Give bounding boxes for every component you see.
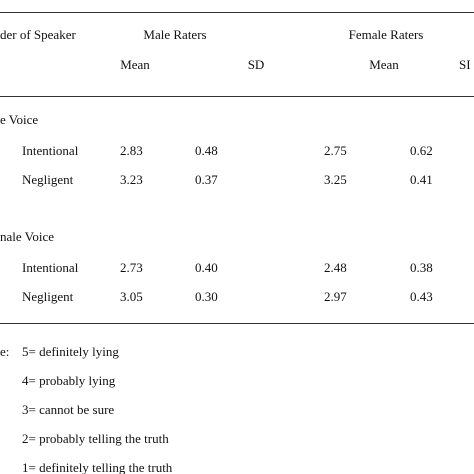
header-cell: der of Speaker — [0, 27, 76, 42]
header-cell: SI — [459, 57, 471, 72]
cell: 0.62 — [410, 143, 433, 158]
top-rule — [0, 12, 474, 13]
note-item: 4= probably lying — [22, 373, 116, 388]
cell: 3.05 — [120, 289, 143, 304]
cell: 0.48 — [195, 143, 218, 158]
cell: 2.75 — [324, 143, 347, 158]
row-label: Negligent — [22, 289, 74, 304]
header-cell: Male Raters — [143, 27, 207, 42]
row-label: Intentional — [22, 143, 79, 158]
note-item: 2= probably telling the truth — [22, 431, 169, 446]
header-cell: Female Raters — [348, 27, 424, 42]
cell: 0.40 — [195, 260, 218, 275]
cell: 2.73 — [120, 260, 143, 275]
header-cell: Mean — [369, 57, 399, 72]
note-item: 5= definitely lying — [22, 344, 119, 359]
bottom-rule — [0, 323, 474, 324]
header-cell: SD — [247, 57, 265, 72]
cell: 0.38 — [410, 260, 433, 275]
cell: 3.25 — [324, 172, 347, 187]
cell: 2.83 — [120, 143, 143, 158]
cell: 0.30 — [195, 289, 218, 304]
cell: 0.41 — [410, 172, 433, 187]
section-label: nale Voice — [0, 229, 55, 244]
cell: 0.43 — [410, 289, 433, 304]
cell: 2.48 — [324, 260, 347, 275]
note-item: 1= definitely telling the truth — [22, 460, 173, 474]
header-rule — [0, 96, 474, 97]
note-item: 3= cannot be sure — [22, 402, 115, 417]
section-label: e Voice — [0, 112, 39, 127]
cell: 3.23 — [120, 172, 143, 187]
row-label: Negligent — [22, 172, 74, 187]
note-label: e: — [0, 344, 10, 359]
cell: 0.37 — [195, 172, 218, 187]
row-label: Intentional — [22, 260, 79, 275]
cell: 2.97 — [324, 289, 347, 304]
header-cell: Mean — [120, 57, 150, 72]
